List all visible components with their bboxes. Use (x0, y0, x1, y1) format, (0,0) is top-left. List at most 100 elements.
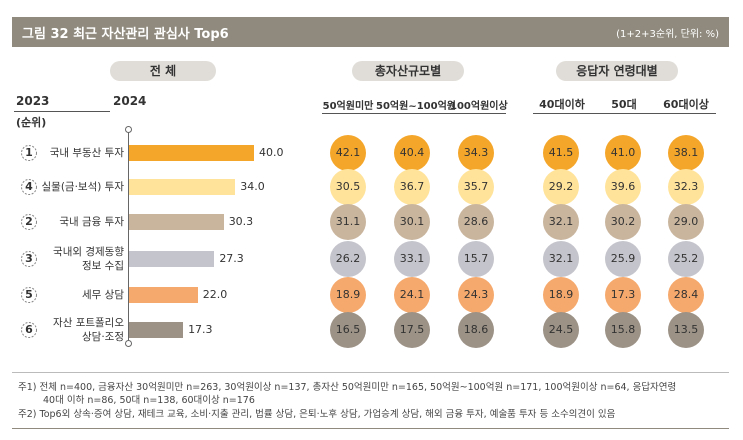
bubble-value: 38.1 (668, 135, 704, 171)
bubble-value: 35.7 (458, 169, 494, 205)
bubble-value: 41.5 (543, 135, 579, 171)
bubble-value: 41.0 (605, 135, 641, 171)
axis-bottom-dot (125, 340, 132, 347)
bar-value-label: 40.0 (259, 146, 284, 159)
bubble-value: 36.7 (394, 169, 430, 205)
bubble-value: 39.6 (605, 169, 641, 205)
category-label-line: 국내 부동산 투자 (49, 147, 124, 159)
bubble-value: 32.3 (668, 169, 704, 205)
bubble-value: 15.8 (605, 312, 641, 348)
column-header: 100억원이상 (450, 101, 508, 112)
bar-value-label: 34.0 (240, 180, 265, 193)
rank-badge: 6 (20, 321, 38, 339)
bubble-value: 30.2 (605, 204, 641, 240)
category-label: 국내 부동산 투자 (50, 146, 124, 160)
bubble-value: 17.5 (394, 312, 430, 348)
bubble-value: 29.0 (668, 204, 704, 240)
footnote-divider (12, 372, 729, 373)
footnote-2: 주2) Top6외 상속·증여 상담, 재테크 교육, 소비·지출 관리, 법률… (18, 409, 616, 420)
axis-top-dot (125, 126, 132, 133)
bar-total (129, 179, 236, 195)
bubble-value: 40.4 (394, 135, 430, 171)
bar-value-label: 30.3 (228, 215, 254, 228)
bubble-value: 25.9 (605, 241, 641, 277)
category-label-line: 자산 포트폴리오 (53, 317, 124, 329)
bar-value-label: 22.0 (202, 288, 228, 301)
bubble-value: 28.6 (458, 204, 494, 240)
unit-label: (1+2+3순위, 단위: %) (616, 29, 719, 40)
category-label-line: 실물(금·보석) 투자 (41, 181, 125, 193)
bubble-value: 24.5 (543, 312, 579, 348)
rank-caption: (순위) (16, 116, 47, 129)
rank-badge: 4 (20, 178, 38, 196)
bar-value-label: 27.3 (219, 252, 244, 265)
bubble-value: 28.4 (668, 277, 704, 313)
year-underline (14, 111, 110, 112)
bubble-value: 34.3 (458, 135, 494, 171)
year-2023-label: 2023 (16, 94, 50, 108)
rank-number: 2 (25, 215, 33, 228)
column-header: 40대이하 (539, 98, 585, 111)
rank-number: 6 (25, 323, 33, 336)
bubble-value: 13.5 (668, 312, 704, 348)
footnote-1-cont: 40대 이하 n=86, 50대 n=138, 60대이상 n=176 (43, 395, 255, 406)
bottom-divider (12, 428, 729, 429)
bar-axis (128, 130, 129, 342)
bubble-value: 26.2 (330, 241, 366, 277)
bubble-value: 18.9 (330, 277, 366, 313)
title-bar: 그림 32 최근 자산관리 관심사 Top6 (1+2+3순위, 단위: %) (12, 17, 729, 47)
year-2024-label: 2024 (113, 94, 147, 108)
column-header: 50대 (611, 98, 637, 111)
bar-total (129, 287, 198, 303)
bubble-value: 24.1 (394, 277, 430, 313)
category-label-line: 세무 상담 (82, 289, 124, 301)
bubble-value: 24.3 (458, 277, 494, 313)
column-header: 50억원~100억원 (376, 101, 456, 112)
bubble-value: 15.7 (458, 241, 494, 277)
bar-total (129, 251, 215, 267)
category-label-line: 상담·조정 (82, 331, 124, 343)
category-label-line: 국내외 경제동향 (53, 246, 124, 258)
bubble-value: 17.3 (605, 277, 641, 313)
rank-badge: 1 (20, 144, 38, 162)
bubble-value: 32.1 (543, 241, 579, 277)
bubble-value: 16.5 (330, 312, 366, 348)
bubble-value: 30.5 (330, 169, 366, 205)
rank-number: 1 (25, 146, 33, 159)
category-label-line: 국내 금융 투자 (59, 216, 124, 228)
bar-total (129, 322, 184, 338)
chart-title: 그림 32 최근 자산관리 관심사 Top6 (22, 27, 229, 42)
category-label-line: 정보 수집 (82, 260, 124, 272)
rank-number: 4 (25, 180, 33, 193)
bar-total (129, 214, 224, 230)
section-total-label: 전 체 (110, 61, 216, 81)
category-label: 국내 금융 투자 (59, 215, 124, 229)
bubble-value: 31.1 (330, 204, 366, 240)
category-label: 세무 상담 (82, 288, 124, 302)
column-header: 60대이상 (663, 98, 709, 111)
rank-number: 3 (25, 252, 33, 265)
bubble-value: 30.1 (394, 204, 430, 240)
rank-number: 5 (25, 288, 33, 301)
bubble-value: 18.9 (543, 277, 579, 313)
column-header: 50억원미만 (322, 101, 374, 112)
footnote-1: 주1) 전체 n=400, 금융자산 30억원미만 n=263, 30억원이상 … (18, 382, 677, 393)
bubble-value: 18.6 (458, 312, 494, 348)
category-label: 실물(금·보석) 투자 (42, 180, 125, 194)
bubble-value: 33.1 (394, 241, 430, 277)
age-header-underline (533, 113, 716, 114)
bubble-value: 32.1 (543, 204, 579, 240)
section-age-label: 응답자 연령대별 (556, 61, 678, 81)
asset-header-underline (322, 113, 506, 114)
bar-value-label: 17.3 (188, 323, 213, 336)
bubble-value: 42.1 (330, 135, 366, 171)
bubble-value: 25.2 (668, 241, 704, 277)
rank-badge: 3 (20, 250, 38, 268)
section-asset-label: 총자산규모별 (352, 61, 464, 81)
rank-badge: 2 (20, 213, 38, 231)
bubble-value: 29.2 (543, 169, 579, 205)
rank-badge: 5 (20, 286, 38, 304)
bar-total (129, 145, 254, 161)
